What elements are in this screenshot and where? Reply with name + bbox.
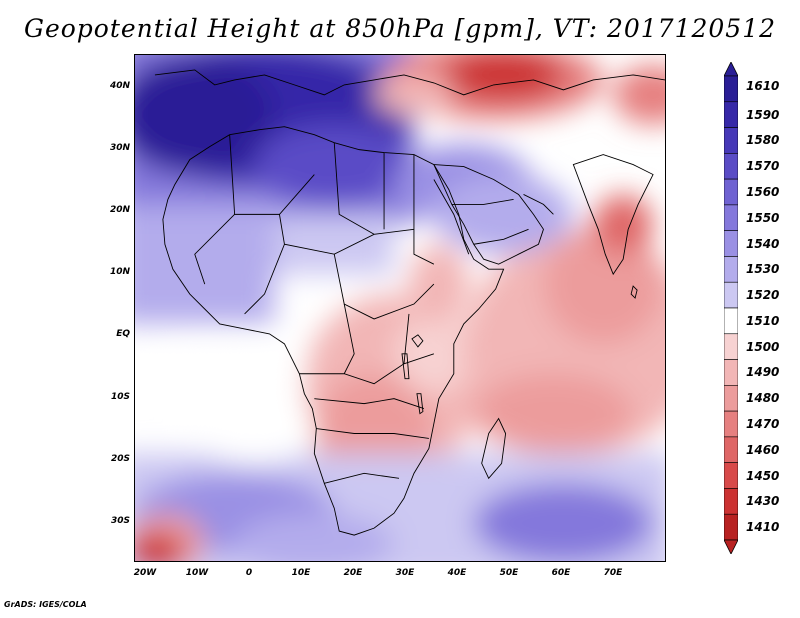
colorbar-segment xyxy=(724,410,738,438)
colorbar-segment xyxy=(724,204,738,231)
lon-label: 30E xyxy=(395,568,415,578)
colorbar-label: 1450 xyxy=(746,468,780,483)
lat-label: 30N xyxy=(109,143,130,153)
lon-label: 40E xyxy=(447,568,467,578)
colorbar-segment xyxy=(724,436,738,463)
colorbar-label: 1590 xyxy=(746,107,780,122)
colorbar-label: 1480 xyxy=(746,391,780,406)
colorbar-label: 1430 xyxy=(746,494,780,509)
colorbar-segment xyxy=(724,256,738,283)
colorbar-label: 1560 xyxy=(746,185,780,199)
lat-label: 20S xyxy=(110,454,130,464)
credit-text: GrADS: IGES/COLA xyxy=(4,600,87,609)
colorbar-top-arrow xyxy=(724,62,738,77)
lon-label: 0 xyxy=(245,568,253,578)
colorbar-label: 1530 xyxy=(746,262,780,277)
colorbar-segment xyxy=(724,281,738,309)
lat-label: EQ xyxy=(116,329,130,339)
geopotential-map xyxy=(135,55,665,561)
lat-label: 30S xyxy=(110,516,130,526)
lon-label: 20E xyxy=(343,568,363,578)
colorbar-label: 1470 xyxy=(746,417,780,431)
lat-label: 10N xyxy=(109,267,130,277)
colorbar-label: 1510 xyxy=(746,313,780,328)
colorbar-label: 1540 xyxy=(746,236,780,251)
lon-label: 10E xyxy=(291,568,311,578)
lon-label: 70E xyxy=(603,568,623,578)
colorbar-segment xyxy=(724,101,738,128)
lon-label: 10W xyxy=(185,568,209,578)
colorbar-label: 1580 xyxy=(746,133,780,148)
colorbar-label: 1610 xyxy=(746,79,780,93)
colorbar-label: 1550 xyxy=(746,210,780,225)
colorbar-segment xyxy=(724,127,738,154)
colorbar-bottom-arrow xyxy=(724,539,738,554)
colorbar-segment xyxy=(724,333,738,360)
colorbar-segment xyxy=(724,513,738,541)
colorbar-segment xyxy=(724,488,738,515)
colorbar-label: 1520 xyxy=(746,288,780,303)
lon-label: 20W xyxy=(133,568,157,578)
colorbar-label: 1490 xyxy=(746,365,780,380)
lat-label: 20N xyxy=(109,205,130,215)
colorbar-label: 1570 xyxy=(746,159,780,174)
colorbar-segment xyxy=(724,307,738,335)
map-panel xyxy=(134,54,666,562)
colorbar-segment xyxy=(724,153,738,180)
colorbar-segment xyxy=(724,75,738,103)
colorbar-segment xyxy=(724,230,738,257)
colorbar-segment xyxy=(724,359,738,386)
colorbar-segment xyxy=(724,178,738,206)
colorbar-segment xyxy=(724,462,738,489)
lon-label: 50E xyxy=(499,568,519,578)
colorbar-label: 1500 xyxy=(746,339,780,354)
colorbar-label: 1410 xyxy=(746,520,780,535)
lat-label: 10S xyxy=(110,392,130,402)
lon-label: 60E xyxy=(551,568,571,578)
lat-label: 40N xyxy=(109,81,130,91)
colorbar xyxy=(724,62,738,554)
colorbar-segment xyxy=(724,385,738,412)
chart-title: Geopotential Height at 850hPa [gpm], VT:… xyxy=(23,14,777,43)
colorbar-label: 1460 xyxy=(746,442,780,457)
